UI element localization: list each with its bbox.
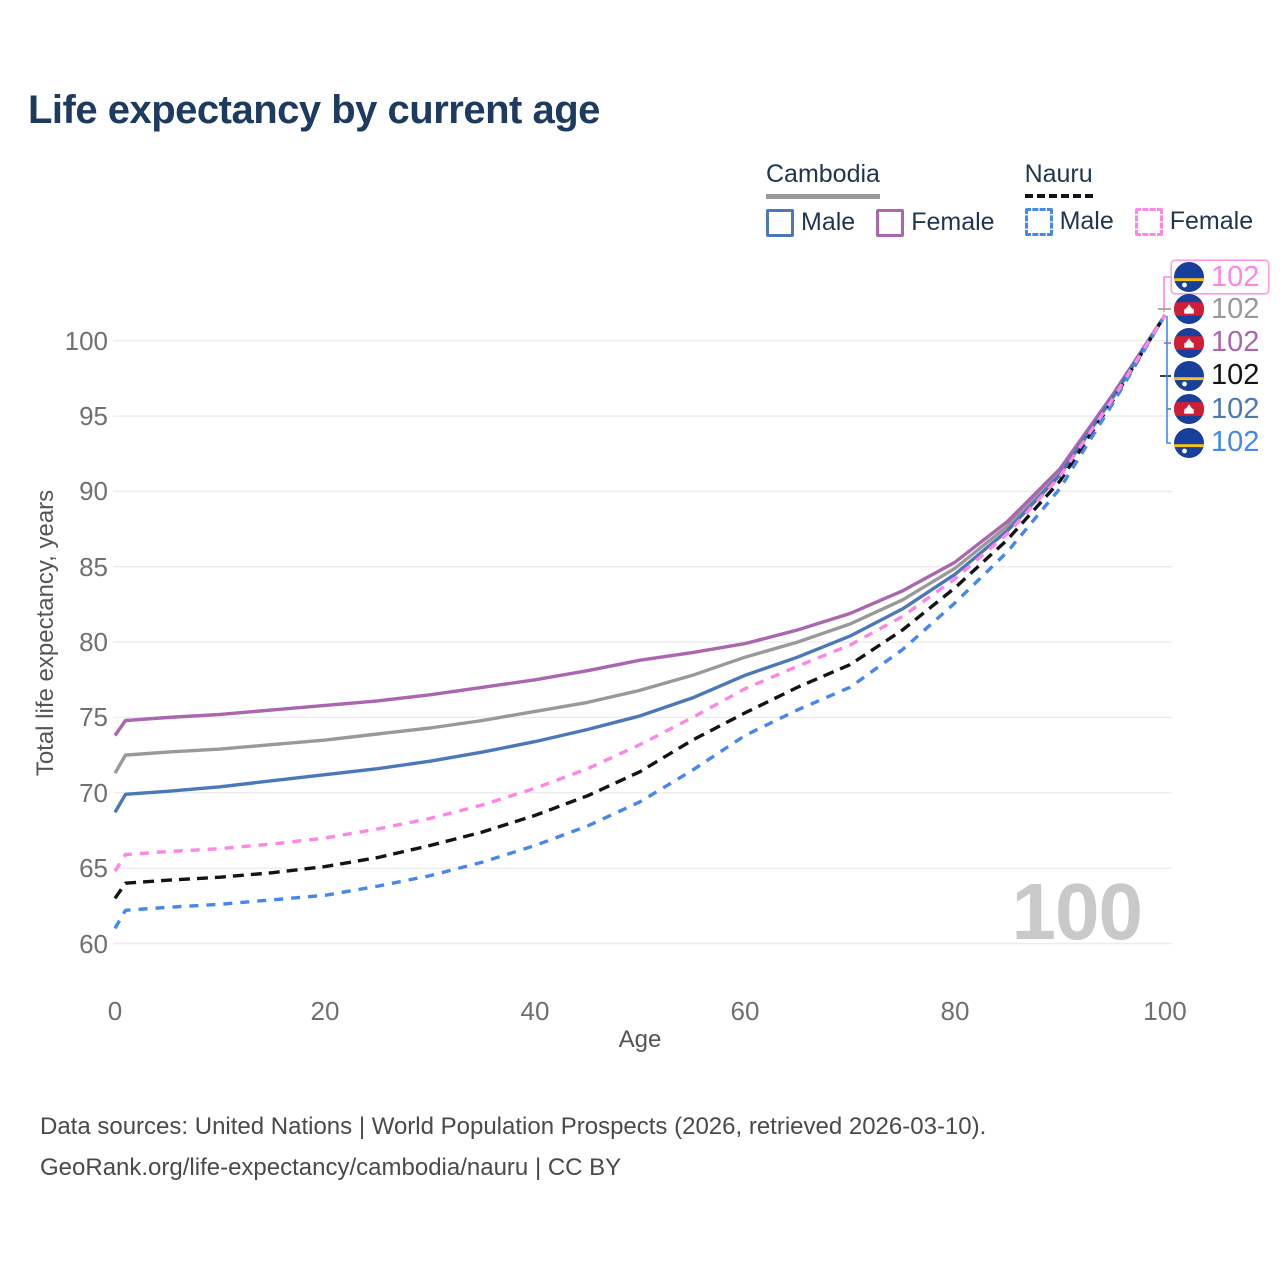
footer: Data sources: United Nations | World Pop…: [40, 1106, 986, 1188]
end-label-value: 102: [1211, 326, 1260, 359]
end-label-cambodia-female[interactable]: 102: [1174, 326, 1260, 359]
y-tick-label: 75: [79, 702, 108, 733]
nauru-flag-icon: [1174, 427, 1204, 458]
x-axis-title: Age: [618, 1026, 662, 1053]
cambodia-flag-icon: [1174, 327, 1204, 358]
legend-group-nauru: Nauru Male Female: [1024, 160, 1254, 237]
checkbox-nauru-male[interactable]: [1024, 207, 1053, 236]
legend-item-cambodia-male[interactable]: Male: [766, 208, 855, 237]
legend-group-cambodia: Cambodia Male Female: [766, 160, 995, 237]
legend-item-label: Male: [1059, 207, 1114, 235]
series-line-nauru-all[interactable]: [113, 314, 1167, 900]
x-tick-label: 80: [940, 996, 970, 1026]
y-tick-label: 70: [79, 777, 108, 808]
leader-nauru-male: [1166, 316, 1171, 444]
leader-nauru-female: [1163, 276, 1171, 312]
y-tick-label: 95: [79, 401, 108, 432]
cambodia-flag-icon: [1174, 394, 1204, 425]
legend-country-cambodia[interactable]: Cambodia: [766, 160, 880, 199]
legend: Cambodia Male Female Nauru Male Female: [766, 160, 1253, 237]
gridlines: [113, 340, 1172, 945]
end-label-value: 102: [1211, 260, 1260, 293]
y-tick-label: 100: [64, 325, 108, 356]
x-tick-label: 20: [310, 996, 340, 1026]
cambodia-flag-icon: [1174, 294, 1204, 325]
series-line-nauru-female[interactable]: [113, 314, 1167, 873]
end-label-value: 102: [1211, 392, 1260, 425]
y-tick-label: 80: [79, 627, 108, 658]
end-label-value: 102: [1211, 426, 1260, 458]
end-label-leader-lines: [1158, 276, 1171, 444]
legend-item-nauru-male[interactable]: Male: [1024, 207, 1114, 236]
end-label-cambodia-all[interactable]: 102: [1174, 292, 1260, 325]
end-label-nauru-male[interactable]: 102: [1174, 426, 1260, 458]
legend-item-label: Female: [1169, 207, 1254, 235]
data-sources-line: Data sources: United Nations | World Pop…: [40, 1113, 987, 1140]
series-line-nauru-male[interactable]: [113, 314, 1167, 930]
nauru-flag-icon: [1174, 262, 1204, 292]
legend-item-cambodia-female[interactable]: Female: [876, 208, 995, 237]
y-axis-title: Total life expectancy, years: [32, 489, 59, 777]
x-tick-label: 40: [520, 996, 550, 1026]
end-label-value: 102: [1211, 359, 1260, 392]
y-tick-label: 90: [79, 476, 108, 507]
legend-item-label: Male: [801, 208, 856, 236]
y-tick-label: 85: [79, 551, 108, 582]
legend-country-nauru[interactable]: Nauru: [1024, 160, 1093, 198]
end-label-cambodia-male[interactable]: 102: [1174, 392, 1260, 425]
checkbox-cambodia-female[interactable]: [876, 208, 905, 237]
y-tick-label: 65: [79, 853, 108, 884]
page-title: Life expectancy by current age: [28, 88, 600, 132]
series-lines: [113, 314, 1167, 930]
end-label-value: 102: [1211, 292, 1260, 325]
y-tick-label: 60: [79, 928, 108, 959]
attribution-line: GeoRank.org/life-expectancy/cambodia/nau…: [40, 1154, 622, 1181]
legend-item-nauru-female[interactable]: Female: [1134, 207, 1254, 236]
x-tick-label: 0: [107, 996, 123, 1026]
checkbox-cambodia-male[interactable]: [766, 208, 794, 237]
series-line-cambodia-all[interactable]: [113, 314, 1167, 775]
nauru-flag-icon: [1174, 360, 1204, 391]
checkbox-nauru-female[interactable]: [1134, 207, 1163, 236]
x-tick-label: 100: [1143, 996, 1187, 1026]
end-label-nauru-female[interactable]: 102: [1172, 261, 1268, 293]
x-tick-label: 60: [730, 996, 760, 1026]
series-line-cambodia-male[interactable]: [113, 314, 1167, 814]
age-counter-watermark: 100: [1011, 867, 1143, 956]
end-label-nauru-all[interactable]: 102: [1174, 359, 1260, 392]
legend-item-label: Female: [911, 208, 995, 236]
series-line-cambodia-female[interactable]: [113, 314, 1167, 737]
